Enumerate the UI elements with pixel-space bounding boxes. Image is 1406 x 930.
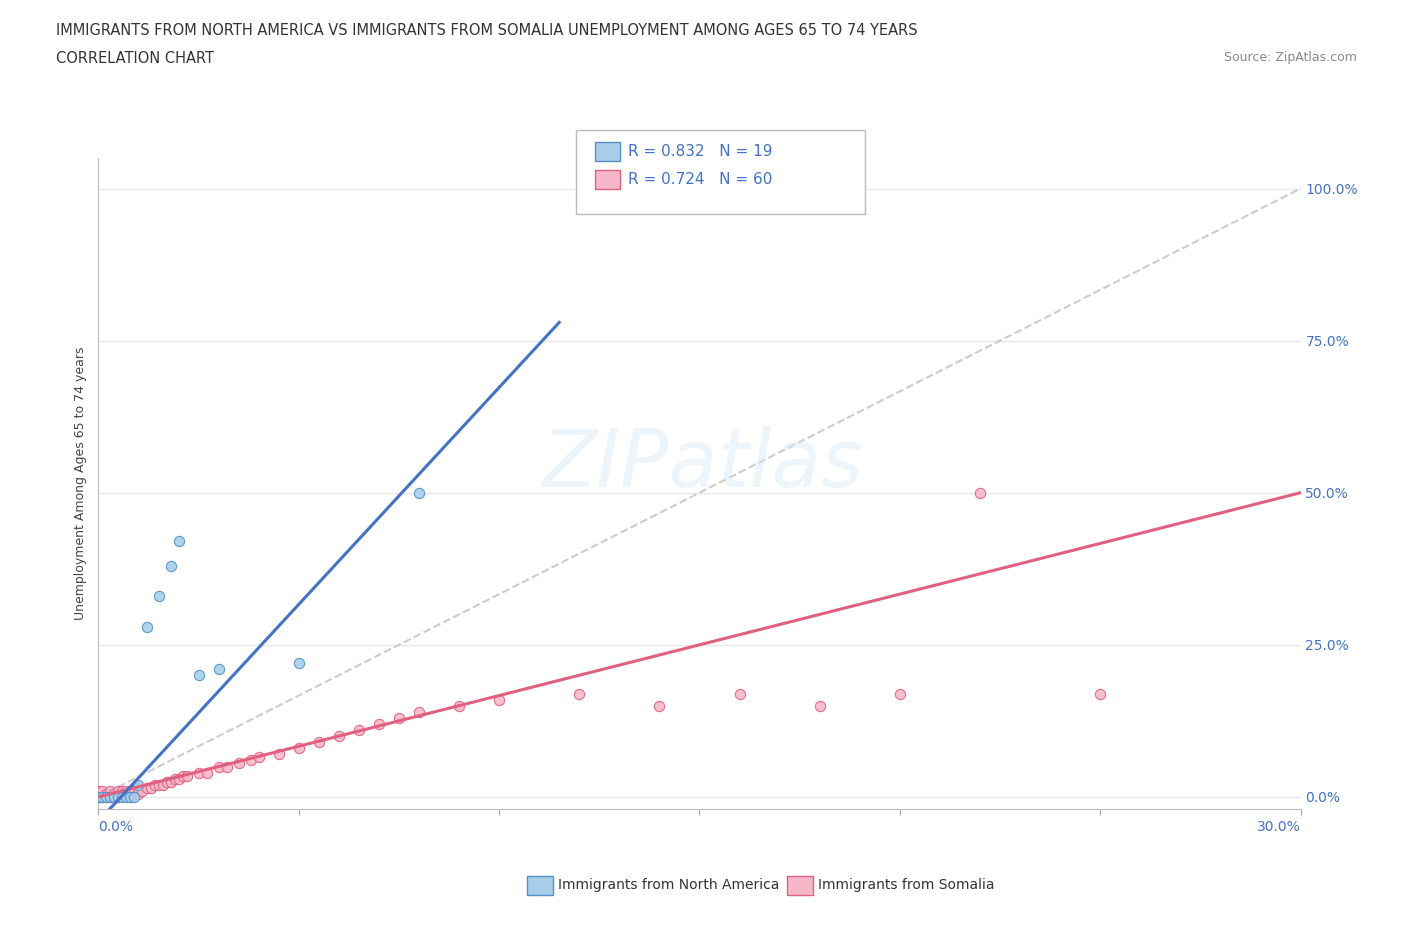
Point: [128, 787, 150, 802]
Point: [115, 790, 138, 804]
Point: [107, 790, 129, 804]
Point: [208, 662, 231, 677]
Point: [447, 698, 470, 713]
Point: [103, 790, 125, 804]
Point: [187, 765, 209, 780]
Point: [208, 759, 231, 774]
Point: [96, 787, 118, 802]
Point: [969, 485, 991, 500]
Point: [167, 771, 190, 786]
Text: R = 0.724   N = 60: R = 0.724 N = 60: [628, 172, 773, 187]
Point: [215, 759, 238, 774]
Point: [247, 750, 270, 764]
Point: [103, 787, 125, 802]
Point: [115, 787, 138, 802]
Point: [107, 787, 129, 802]
Y-axis label: Unemployment Among Ages 65 to 74 years: Unemployment Among Ages 65 to 74 years: [75, 347, 87, 620]
Point: [120, 783, 142, 798]
Text: 30.0%: 30.0%: [1257, 820, 1301, 834]
Point: [100, 790, 122, 804]
Point: [135, 780, 157, 795]
Point: [148, 777, 170, 792]
Point: [124, 783, 146, 798]
Point: [87, 790, 110, 804]
Point: [155, 775, 177, 790]
Point: [107, 783, 129, 798]
Text: Source: ZipAtlas.com: Source: ZipAtlas.com: [1223, 51, 1357, 64]
Point: [1088, 686, 1111, 701]
Point: [111, 783, 134, 798]
Point: [368, 716, 391, 731]
Point: [808, 698, 831, 713]
Point: [131, 783, 153, 798]
Point: [124, 790, 146, 804]
Point: [152, 777, 174, 792]
Point: [96, 790, 118, 804]
Point: [100, 787, 122, 802]
Point: [267, 747, 290, 762]
Point: [96, 790, 118, 804]
Point: [120, 787, 142, 802]
Text: Immigrants from Somalia: Immigrants from Somalia: [818, 878, 995, 893]
Point: [100, 790, 122, 804]
Point: [195, 765, 218, 780]
Point: [187, 668, 209, 683]
Point: [128, 780, 150, 795]
Point: [87, 783, 110, 798]
Point: [91, 790, 114, 804]
Point: [143, 777, 166, 792]
Point: [288, 741, 311, 756]
Point: [128, 777, 150, 792]
Point: [107, 790, 129, 804]
Point: [163, 771, 186, 786]
Point: [91, 783, 114, 798]
Point: [148, 589, 170, 604]
Text: Immigrants from North America: Immigrants from North America: [558, 878, 779, 893]
Text: CORRELATION CHART: CORRELATION CHART: [56, 51, 214, 66]
Point: [648, 698, 671, 713]
Point: [408, 704, 430, 719]
Text: IMMIGRANTS FROM NORTH AMERICA VS IMMIGRANTS FROM SOMALIA UNEMPLOYMENT AMONG AGES: IMMIGRANTS FROM NORTH AMERICA VS IMMIGRA…: [56, 23, 918, 38]
Point: [228, 756, 250, 771]
Point: [103, 790, 125, 804]
Point: [115, 783, 138, 798]
Point: [159, 558, 181, 573]
Point: [111, 787, 134, 802]
Text: 0.0%: 0.0%: [98, 820, 134, 834]
Point: [91, 790, 114, 804]
Point: [239, 753, 262, 768]
Point: [568, 686, 591, 701]
Point: [120, 790, 142, 804]
Point: [111, 790, 134, 804]
Text: ZIPatlas: ZIPatlas: [541, 426, 865, 504]
Point: [176, 768, 198, 783]
Point: [488, 692, 510, 707]
Point: [288, 656, 311, 671]
Point: [167, 534, 190, 549]
Point: [308, 735, 330, 750]
Point: [889, 686, 911, 701]
Point: [87, 790, 110, 804]
Point: [87, 787, 110, 802]
Point: [159, 775, 181, 790]
Point: [100, 783, 122, 798]
Point: [172, 768, 194, 783]
Point: [408, 485, 430, 500]
Text: R = 0.832   N = 19: R = 0.832 N = 19: [628, 144, 773, 159]
Point: [328, 728, 350, 743]
Point: [135, 619, 157, 634]
Point: [347, 723, 370, 737]
Point: [728, 686, 751, 701]
Point: [139, 780, 162, 795]
Point: [388, 711, 411, 725]
